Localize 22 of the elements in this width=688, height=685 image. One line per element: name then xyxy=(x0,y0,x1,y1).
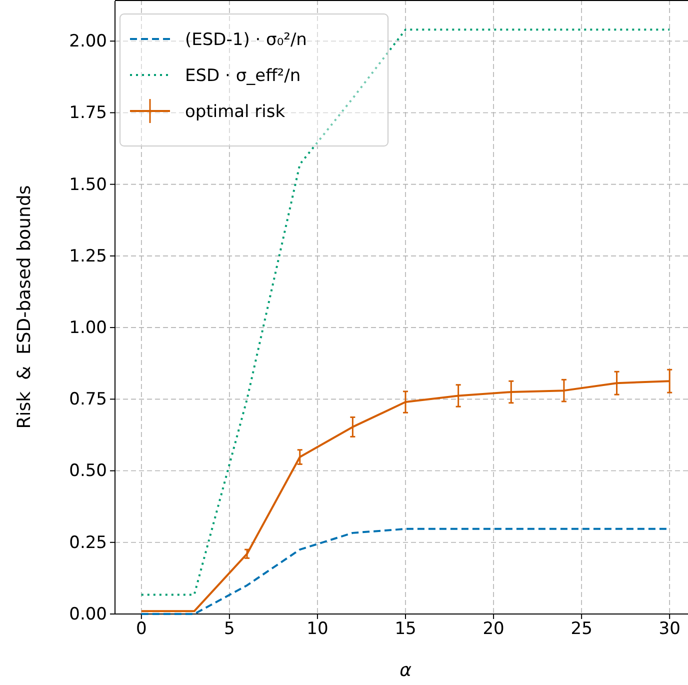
x-axis-title: α xyxy=(400,660,412,681)
line-series xyxy=(140,28,671,596)
y-axis-title: Risk & ESD-based bounds xyxy=(14,185,35,429)
x-tick-label: 30 xyxy=(658,619,680,640)
y-tick-label: 1.75 xyxy=(69,103,107,124)
y-tick-label: 0.25 xyxy=(69,532,107,553)
legend-label: (ESD-1) · σ₀²/n xyxy=(185,30,307,50)
x-tick-label: 15 xyxy=(394,619,416,640)
x-tick-label: 0 xyxy=(136,619,147,640)
legend-label: optimal risk xyxy=(185,102,286,122)
y-tick-label: 2.00 xyxy=(69,32,107,52)
y-tick-label: 0.50 xyxy=(69,461,107,482)
x-tick-label: 5 xyxy=(224,619,235,640)
y-tick-label: 0.75 xyxy=(69,390,107,410)
y-tick-label: 0.00 xyxy=(69,604,107,624)
x-tick-label: 20 xyxy=(482,619,504,640)
x-tick-label: 25 xyxy=(570,619,592,640)
x-tick-label: 10 xyxy=(306,619,328,640)
y-tick-label: 1.50 xyxy=(69,174,107,195)
y-tick-label: 1.25 xyxy=(69,246,107,266)
legend-label: ESD · σ_eff²/n xyxy=(185,66,301,86)
y-tick-label: 1.00 xyxy=(69,318,107,338)
